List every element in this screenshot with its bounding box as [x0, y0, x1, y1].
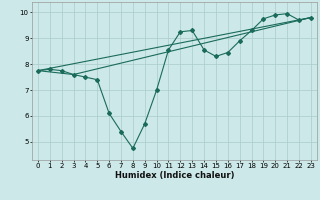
X-axis label: Humidex (Indice chaleur): Humidex (Indice chaleur) [115, 171, 234, 180]
